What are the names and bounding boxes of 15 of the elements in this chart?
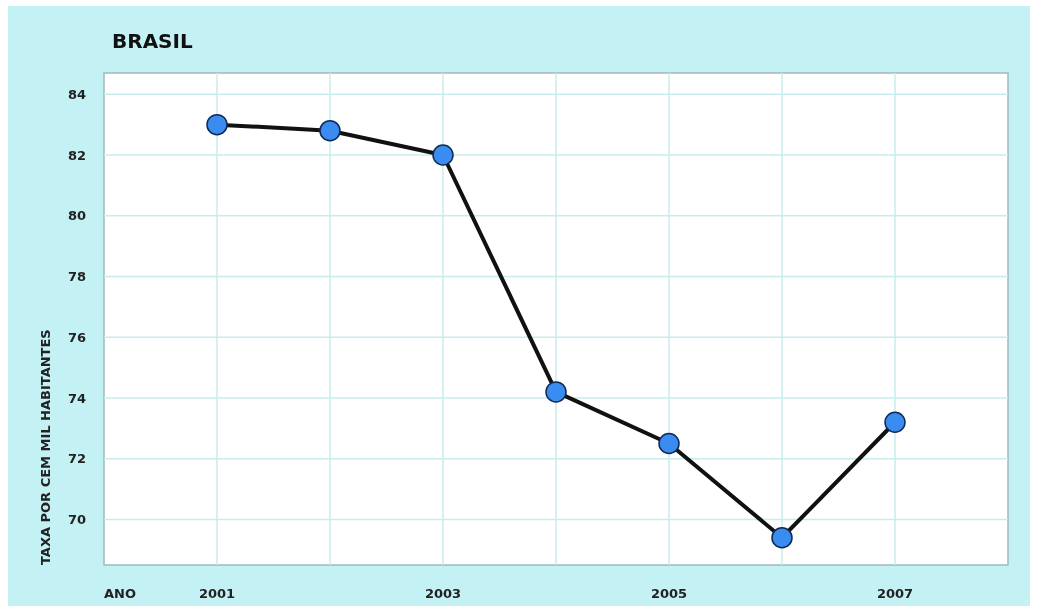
x-tick-label: 2005: [650, 586, 688, 601]
y-tick-label: 74: [67, 390, 86, 406]
y-axis-title: TAXA POR CEM MIL HABITANTES: [38, 329, 53, 565]
y-tick-label: 76: [67, 329, 86, 345]
x-tick-label: 2003: [424, 586, 462, 601]
y-tick-label: 82: [67, 147, 86, 163]
y-tick-label: 80: [67, 208, 86, 224]
x-axis-title: ANO: [104, 586, 136, 601]
y-tick-label: 72: [67, 451, 86, 467]
x-tick-label: 2001: [198, 586, 236, 601]
chart-title: BRASIL: [112, 29, 193, 53]
y-tick-label: 78: [67, 269, 86, 285]
x-tick-label: 2007: [876, 586, 914, 601]
y-tick-label: 70: [67, 511, 86, 527]
y-tick-label: 84: [67, 86, 86, 102]
